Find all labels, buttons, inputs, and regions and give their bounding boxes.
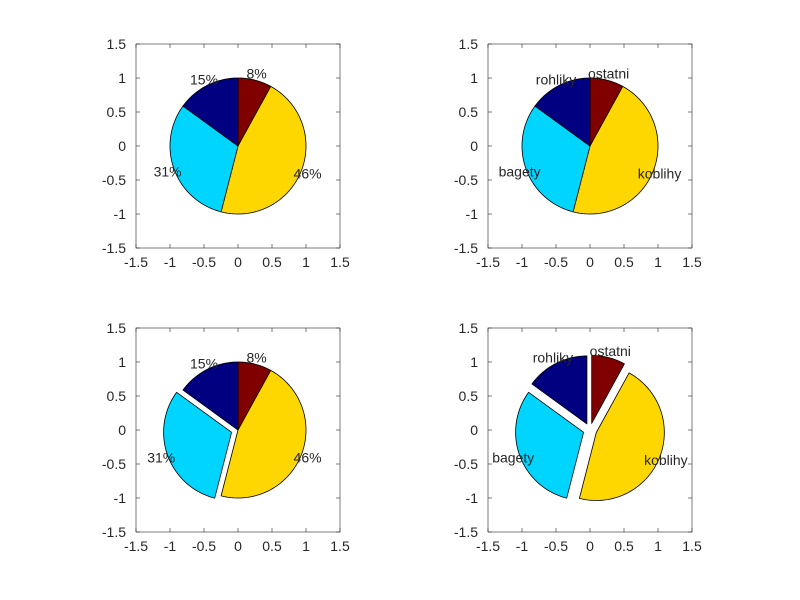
y-tick-label: 1.5 [459,36,479,52]
y-tick-label: 1 [118,354,126,370]
y-tick-label: -1.5 [102,524,126,540]
x-tick-label: 1.5 [330,538,350,554]
pie-slice [237,361,272,431]
x-tick-label: -1 [516,538,529,554]
slice-label: koblihy [638,166,682,182]
y-tick-label: 0.5 [459,388,479,404]
y-tick-label: -0.5 [454,456,478,472]
slice-label: 31% [147,450,175,466]
pie-slice [579,372,665,501]
pie-chart-percent-exploded: -1.5 -1 -0.5 0 0.5 1 1.5 1.5 1 0.5 0 -0.5 -1 -1.5 8% 46… [102,320,350,554]
y-tick-label: 0 [118,138,126,154]
slice-label: 15% [190,71,218,87]
y-tick-label: 0.5 [459,104,479,120]
y-tick-label: 1.5 [107,320,127,336]
y-tick-label: -1.5 [102,240,126,256]
y-tick-label: -1 [466,490,479,506]
x-tick-label: -1.5 [124,254,148,270]
slice-label: bagety [492,450,534,466]
pie-slice [220,370,307,499]
pie-slice [220,86,307,215]
y-tick-label: 0 [118,422,126,438]
x-tick-label: -1.5 [476,254,500,270]
y-tick-label: 1 [470,70,478,86]
y-tick-label: 1.5 [107,36,127,52]
slice-label: 8% [246,350,266,366]
y-tick-label: -1.5 [454,524,478,540]
y-tick-label: -1 [466,206,479,222]
slice-label: 46% [294,450,322,466]
slice-label: bagety [499,163,541,179]
x-tick-label: 0 [586,254,594,270]
x-tick-label: 1.5 [682,254,702,270]
x-tick-label: -0.5 [544,538,568,554]
slice-label: 31% [154,163,182,179]
x-tick-label: 1.5 [330,254,350,270]
pie-slice [163,391,233,499]
x-tick-label: -1.5 [476,538,500,554]
y-tick-label: 1 [118,70,126,86]
pie-slice [591,355,625,424]
slice-label: ostatni [588,66,629,82]
y-tick-label: 0.5 [107,388,127,404]
slice-label: ostatni [590,343,631,359]
pie-slice [534,77,591,147]
y-tick-label: -0.5 [102,456,126,472]
slice-label: 46% [294,166,322,182]
y-tick-label: 0 [470,422,478,438]
slice-label: koblihy [644,452,688,468]
pie-slice [169,105,239,213]
y-tick-label: -1 [114,206,127,222]
y-tick-label: -1 [114,490,127,506]
pie-slice [521,105,591,213]
slice-label: 8% [246,66,266,82]
slice-label: rohliky [533,349,573,365]
pie-slice [237,77,272,147]
y-tick-label: 1 [470,354,478,370]
x-tick-label: 1 [302,254,310,270]
x-tick-label: 0.5 [262,254,282,270]
pie-slice [589,77,624,147]
pie-slice [182,361,239,431]
pie-slice [572,86,659,215]
x-tick-label: -0.5 [192,254,216,270]
x-tick-label: 1 [654,254,662,270]
x-tick-label: -1 [164,254,177,270]
x-tick-label: 1 [654,538,662,554]
slice-label: rohliky [536,71,576,87]
slice-label: 15% [190,355,218,371]
x-tick-label: -1.5 [124,538,148,554]
pie-slice [531,355,588,425]
pie-slice [515,391,584,499]
x-tick-label: 0 [234,254,242,270]
pie-chart-labels-exploded: -1.5 -1 -0.5 0 0.5 1 1.5 1.5 1 0.5 0 -0.5 -1 -1.5 osta… [454,320,702,554]
x-tick-label: 1.5 [682,538,702,554]
x-tick-label: -0.5 [544,254,568,270]
y-tick-label: 0 [470,138,478,154]
y-tick-label: -1.5 [454,240,478,256]
y-tick-label: -0.5 [102,172,126,188]
x-tick-label: 0.5 [614,538,634,554]
x-tick-label: 0.5 [262,538,282,554]
pie-slice [182,77,239,147]
y-tick-label: 0.5 [107,104,127,120]
pie-chart-labels: -1.5 -1 -0.5 0 0.5 1 1.5 1.5 1 0.5 0 -0.5 -1 -1.5 osta… [454,36,702,270]
pie-chart-percent: -1.5 -1 -0.5 0 0.5 1 1.5 1.5 1 0.5 0 -0.5 -1 -1.5 8% 46… [102,36,350,270]
y-tick-label: 1.5 [459,320,479,336]
y-tick-label: -0.5 [454,172,478,188]
x-tick-label: -1 [164,538,177,554]
x-tick-label: 0 [586,538,594,554]
x-tick-label: 0 [234,538,242,554]
x-tick-label: -1 [516,254,529,270]
x-tick-label: 1 [302,538,310,554]
x-tick-label: -0.5 [192,538,216,554]
x-tick-label: 0.5 [614,254,634,270]
